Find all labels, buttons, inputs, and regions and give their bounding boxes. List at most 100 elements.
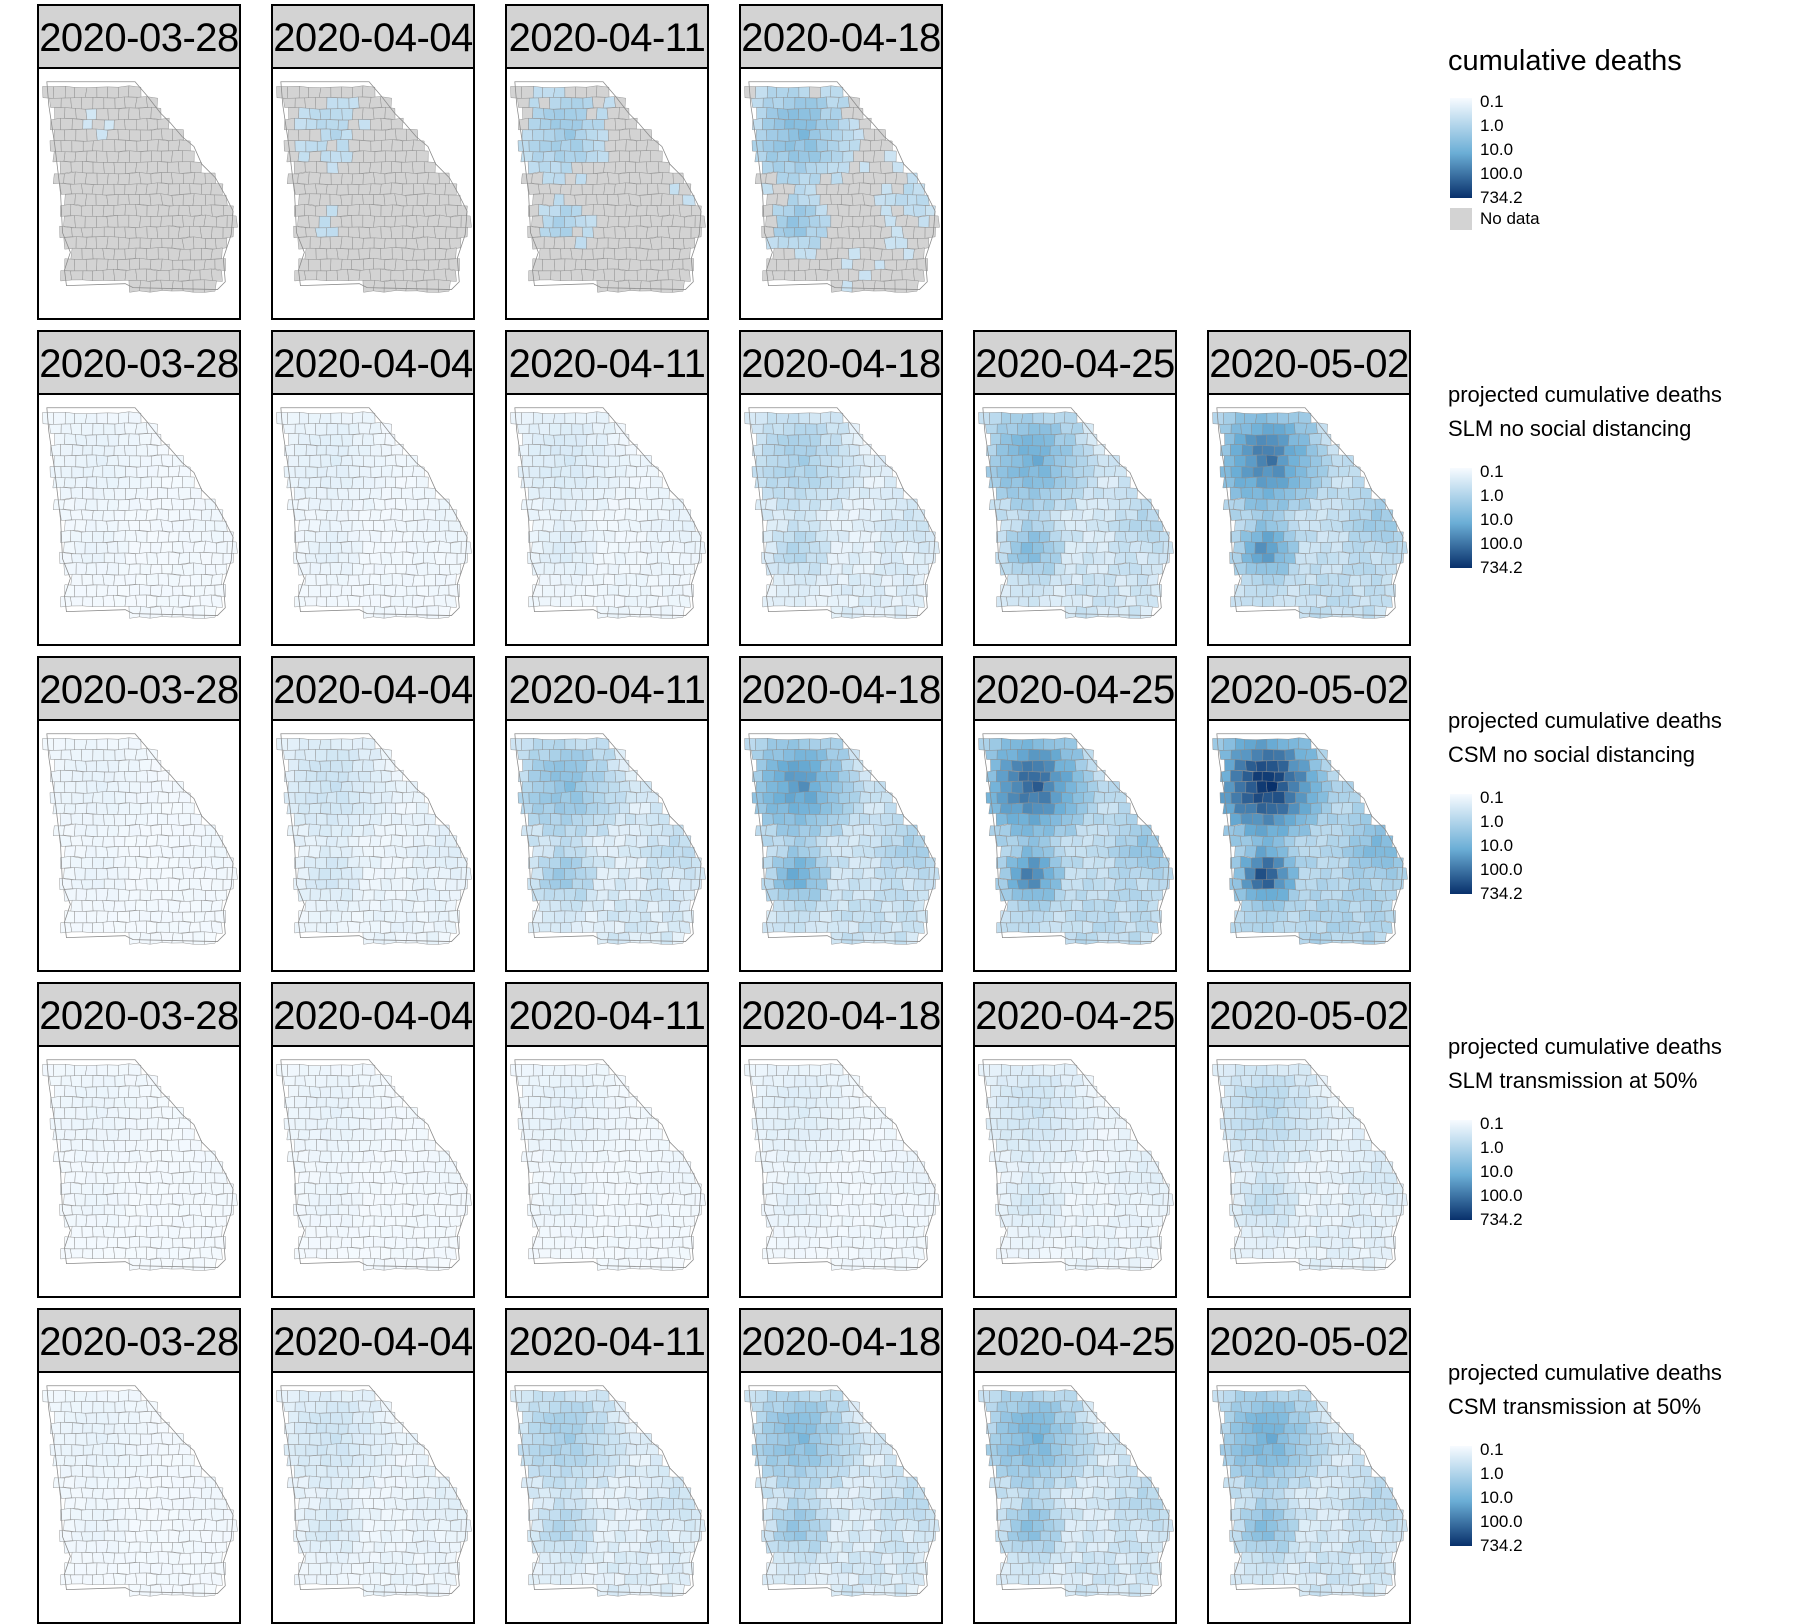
county-polygon [842, 890, 853, 901]
county-polygon [352, 1193, 363, 1205]
county-polygon [816, 921, 829, 933]
county-polygon [1266, 563, 1278, 575]
county-polygon [1332, 803, 1343, 814]
county-polygon [837, 900, 849, 912]
county-polygon [439, 847, 449, 858]
county-polygon [913, 835, 925, 847]
county-polygon [669, 248, 680, 260]
panel-date-label: 2020-04-11 [507, 16, 707, 60]
county-polygon [445, 879, 457, 890]
county-polygon [1246, 781, 1257, 793]
map-panel: 2020-04-18 [739, 4, 943, 320]
county-polygon [636, 510, 648, 522]
county-polygon [885, 824, 897, 835]
county-polygon [657, 1204, 669, 1216]
county-polygon [859, 270, 872, 280]
county-polygon [326, 511, 337, 522]
county-polygon [64, 456, 76, 467]
county-polygon [445, 1161, 457, 1173]
county-polygon [582, 249, 594, 260]
county-polygon [103, 248, 115, 259]
county-polygon [651, 194, 662, 206]
county-polygon [298, 760, 310, 771]
county-polygon [517, 424, 529, 433]
county-polygon [639, 803, 650, 815]
county-polygon [773, 1075, 784, 1087]
county-polygon [560, 857, 572, 868]
county-polygon [406, 933, 417, 943]
panel-date-label: 2020-05-02 [1209, 342, 1409, 386]
county-choropleth-map [39, 721, 239, 970]
county-polygon [1108, 867, 1119, 879]
county-polygon [172, 867, 183, 879]
county-polygon [151, 868, 162, 879]
county-polygon [435, 1226, 446, 1238]
county-polygon [809, 847, 821, 858]
county-polygon [147, 531, 159, 543]
county-choropleth-map [507, 721, 707, 970]
county-polygon [827, 162, 838, 173]
county-polygon [125, 595, 137, 606]
county-polygon [549, 184, 561, 194]
county-polygon [561, 1075, 572, 1087]
county-polygon [193, 846, 206, 858]
county-polygon [146, 574, 158, 586]
county-polygon [880, 162, 893, 174]
county-polygon [543, 1086, 554, 1097]
county-polygon [528, 552, 541, 564]
county-polygon [337, 1118, 349, 1130]
county-polygon [1240, 836, 1252, 846]
county-polygon [597, 867, 609, 880]
county-polygon [363, 1129, 375, 1141]
county-polygon [625, 878, 637, 891]
county-polygon [439, 499, 450, 510]
county-polygon [1065, 498, 1077, 510]
county-polygon [162, 151, 173, 162]
county-polygon [564, 435, 576, 446]
county-polygon [384, 585, 396, 597]
county-polygon [629, 868, 641, 879]
county-polygon [129, 194, 140, 204]
county-polygon [539, 574, 550, 585]
county-polygon [294, 878, 307, 890]
county-polygon [308, 585, 321, 597]
county-polygon [1284, 530, 1296, 541]
county-polygon [1241, 900, 1252, 911]
county-polygon [564, 868, 576, 879]
county-polygon [575, 129, 587, 139]
county-polygon [417, 520, 428, 532]
county-polygon [864, 803, 875, 814]
county-polygon [863, 585, 875, 597]
county-polygon [330, 781, 342, 793]
county-polygon [317, 923, 327, 933]
county-polygon [326, 1183, 338, 1194]
county-polygon [309, 760, 320, 771]
county-polygon [637, 552, 648, 565]
county-polygon [385, 868, 396, 879]
county-polygon [651, 541, 663, 553]
county-polygon [413, 836, 424, 847]
county-polygon [381, 140, 392, 152]
county-polygon [76, 237, 87, 249]
county-polygon [1040, 424, 1051, 435]
county-polygon [1007, 749, 1018, 761]
county-polygon [1230, 770, 1242, 782]
county-polygon [147, 205, 159, 217]
county-polygon [407, 586, 417, 596]
county-polygon [118, 129, 129, 140]
county-polygon [842, 782, 854, 793]
county-polygon [320, 435, 331, 446]
county-polygon [92, 531, 104, 542]
county-polygon [873, 499, 885, 510]
county-polygon [571, 900, 583, 911]
county-polygon [194, 498, 206, 510]
county-polygon [370, 770, 382, 782]
county-polygon [582, 814, 594, 826]
county-polygon [849, 1096, 859, 1108]
county-polygon [593, 488, 604, 499]
county-polygon [158, 140, 169, 152]
county-polygon [1022, 911, 1033, 923]
county-polygon [816, 575, 828, 586]
county-polygon [608, 130, 620, 141]
county-polygon [330, 761, 342, 772]
